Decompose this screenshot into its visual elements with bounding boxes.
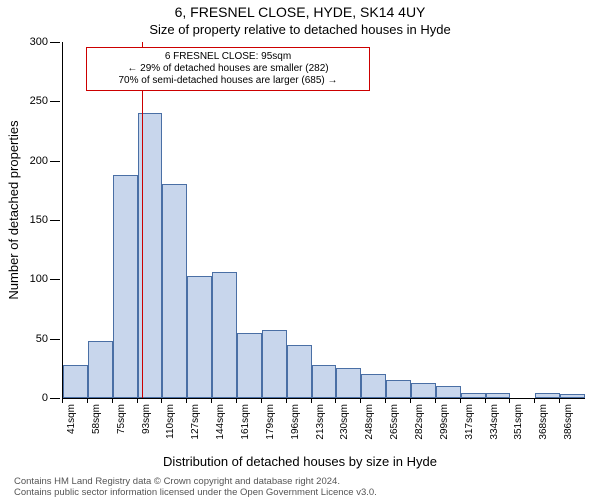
x-tick bbox=[112, 398, 114, 403]
x-tick bbox=[137, 398, 139, 403]
histogram-bar bbox=[312, 365, 337, 398]
x-tick-label: 127sqm bbox=[190, 404, 201, 452]
x-tick-label: 213sqm bbox=[315, 404, 326, 452]
histogram-bar bbox=[336, 368, 361, 398]
x-tick-label: 248sqm bbox=[364, 404, 375, 452]
y-tick-label: 300 bbox=[0, 37, 48, 48]
histogram-bar bbox=[187, 276, 212, 398]
x-tick bbox=[559, 398, 561, 403]
x-tick bbox=[87, 398, 89, 403]
y-tick-label: 150 bbox=[0, 215, 48, 226]
chart-title-line1: 6, FRESNEL CLOSE, HYDE, SK14 4UY bbox=[0, 4, 600, 20]
x-tick-label: 317sqm bbox=[464, 404, 475, 452]
y-tick bbox=[50, 279, 60, 281]
annotation-line3: 70% of semi-detached houses are larger (… bbox=[93, 75, 363, 87]
x-tick bbox=[485, 398, 487, 403]
attribution-line1: Contains HM Land Registry data © Crown c… bbox=[14, 476, 377, 487]
histogram-bar bbox=[560, 394, 585, 398]
x-tick-label: 196sqm bbox=[290, 404, 301, 452]
x-tick-label: 41sqm bbox=[66, 404, 77, 452]
x-tick bbox=[62, 398, 64, 403]
histogram-bar bbox=[212, 272, 237, 398]
plot-area bbox=[62, 42, 585, 399]
x-tick-label: 386sqm bbox=[563, 404, 574, 452]
y-tick-label: 100 bbox=[0, 274, 48, 285]
y-tick bbox=[50, 42, 60, 44]
histogram-bar bbox=[461, 393, 486, 398]
reference-line bbox=[142, 42, 143, 398]
histogram-bar bbox=[113, 175, 138, 398]
histogram-bar bbox=[262, 330, 287, 398]
x-tick bbox=[311, 398, 313, 403]
x-tick-label: 282sqm bbox=[414, 404, 425, 452]
y-tick-label: 50 bbox=[0, 334, 48, 345]
x-tick-label: 144sqm bbox=[215, 404, 226, 452]
x-tick bbox=[534, 398, 536, 403]
x-axis-label: Distribution of detached houses by size … bbox=[0, 454, 600, 469]
x-tick bbox=[286, 398, 288, 403]
x-tick bbox=[261, 398, 263, 403]
histogram-bar bbox=[386, 380, 411, 398]
x-tick-label: 299sqm bbox=[439, 404, 450, 452]
x-tick bbox=[236, 398, 238, 403]
x-tick bbox=[435, 398, 437, 403]
x-tick bbox=[460, 398, 462, 403]
histogram-bar bbox=[361, 374, 386, 398]
x-tick-label: 334sqm bbox=[489, 404, 500, 452]
annotation-line1: 6 FRESNEL CLOSE: 95sqm bbox=[93, 51, 363, 63]
chart-container: 6, FRESNEL CLOSE, HYDE, SK14 4UY Size of… bbox=[0, 0, 600, 500]
histogram-bar bbox=[88, 341, 113, 398]
histogram-bar bbox=[411, 383, 436, 398]
histogram-bar bbox=[486, 393, 511, 398]
x-tick bbox=[385, 398, 387, 403]
x-tick bbox=[186, 398, 188, 403]
y-tick-label: 200 bbox=[0, 156, 48, 167]
annotation-line2: ← 29% of detached houses are smaller (28… bbox=[93, 63, 363, 75]
x-tick-label: 110sqm bbox=[165, 404, 176, 452]
y-tick-label: 0 bbox=[0, 393, 48, 404]
annotation-box: 6 FRESNEL CLOSE: 95sqm ← 29% of detached… bbox=[86, 47, 370, 91]
y-tick bbox=[50, 161, 60, 163]
y-tick bbox=[50, 101, 60, 103]
y-tick-label: 250 bbox=[0, 96, 48, 107]
histogram-bar bbox=[287, 345, 312, 398]
x-tick bbox=[360, 398, 362, 403]
x-tick-label: 351sqm bbox=[513, 404, 524, 452]
histogram-bar bbox=[162, 184, 187, 398]
x-tick-label: 265sqm bbox=[389, 404, 400, 452]
x-tick-label: 161sqm bbox=[240, 404, 251, 452]
x-tick-label: 75sqm bbox=[116, 404, 127, 452]
histogram-bar bbox=[63, 365, 88, 398]
histogram-bar bbox=[436, 386, 461, 398]
y-tick bbox=[50, 398, 60, 400]
x-tick bbox=[410, 398, 412, 403]
y-tick bbox=[50, 339, 60, 341]
histogram-bar bbox=[237, 333, 262, 398]
attribution-line2: Contains public sector information licen… bbox=[14, 487, 377, 498]
x-tick-label: 58sqm bbox=[91, 404, 102, 452]
x-tick-label: 230sqm bbox=[339, 404, 350, 452]
attribution-text: Contains HM Land Registry data © Crown c… bbox=[14, 476, 377, 498]
x-tick bbox=[509, 398, 511, 403]
x-tick bbox=[161, 398, 163, 403]
x-tick-label: 368sqm bbox=[538, 404, 549, 452]
x-tick bbox=[335, 398, 337, 403]
x-tick bbox=[211, 398, 213, 403]
histogram-bar bbox=[535, 393, 560, 398]
chart-title-line2: Size of property relative to detached ho… bbox=[0, 22, 600, 37]
x-tick-label: 179sqm bbox=[265, 404, 276, 452]
x-tick-label: 93sqm bbox=[141, 404, 152, 452]
y-tick bbox=[50, 220, 60, 222]
y-axis-label: Number of detached properties bbox=[6, 0, 21, 420]
